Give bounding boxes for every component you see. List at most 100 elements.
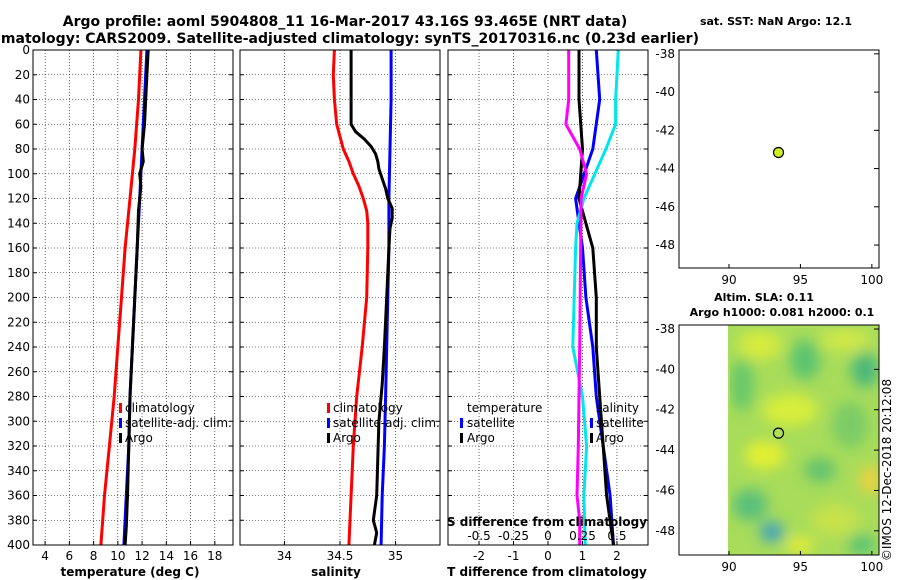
depth-tick-label: 40 <box>15 93 30 107</box>
map-x-tick-label: 100 <box>860 560 883 574</box>
sst-map-title: sat. SST: NaN Argo: 12.1 <box>700 15 852 28</box>
legend-satellite-swatch <box>590 418 593 428</box>
legend-satellite-adj-swatch <box>119 418 122 428</box>
depth-tick-label: 380 <box>7 513 30 527</box>
map-y-tick-label: -40 <box>655 362 675 376</box>
map-y-tick-label: -48 <box>655 238 675 252</box>
sla-map-title-line2: Argo h1000: 0.081 h2000: 0.1 <box>690 306 875 319</box>
figure-title-line2: Climatology: CARS2009. Satellite-adjuste… <box>0 31 699 47</box>
depth-tick-label: 160 <box>7 241 30 255</box>
legend-argo-swatch <box>327 433 330 443</box>
depth-tick-label: 300 <box>7 414 30 428</box>
temperature-xlabel: temperature (deg C) <box>61 565 200 579</box>
depth-tick-label: 240 <box>7 340 30 354</box>
sla-map-panel: Altim. SLA: 0.11 Argo h1000: 0.081 h2000… <box>655 291 883 574</box>
map-y-tick-label: -44 <box>655 443 675 457</box>
legend-argo-swatch <box>119 433 122 443</box>
sla-map-frame <box>678 324 880 556</box>
map-y-tick-label: -38 <box>655 322 675 336</box>
map-x-tick-label: 90 <box>721 560 736 574</box>
depth-tick-label: 100 <box>7 167 30 181</box>
temperature-series <box>99 49 150 546</box>
top-x-tick-label: -0.25 <box>498 529 529 543</box>
figure-title-line1: Argo profile: aoml 5904808_11 16-Mar-201… <box>63 14 627 30</box>
series-line-climatology <box>331 49 370 546</box>
difference-series <box>564 49 620 546</box>
legend-argo-label: Argo <box>125 431 153 445</box>
map-y-tick-label: -40 <box>655 85 675 99</box>
x-tick-label: 34.5 <box>327 549 354 563</box>
x-tick-label: 35 <box>388 549 403 563</box>
x-tick-label: 2 <box>613 549 621 563</box>
legend-argo-label: Argo <box>596 431 624 445</box>
sst-map-marks <box>772 146 785 159</box>
salinity-xlabel: salinity <box>311 565 361 579</box>
series-line-temperature-argo <box>577 50 615 546</box>
difference-profile-panel: -2 -1 0 1 2 -0.5 -0.25 0 0.25 0.5 T difference fr… <box>447 49 649 579</box>
series-line-salinity-argo <box>564 50 589 545</box>
top-x-tick-label: 0 <box>544 529 552 543</box>
argo-float-position-marker <box>772 146 785 159</box>
legend-temperature-heading: temperature <box>467 401 542 415</box>
series-line-argo <box>123 49 150 546</box>
map-y-tick-label: -46 <box>655 200 675 214</box>
x-tick-label: 4 <box>41 549 49 563</box>
x-tick-label: 6 <box>66 549 74 563</box>
legend-argo-swatch <box>460 433 463 443</box>
legend-argo-swatch <box>590 433 593 443</box>
x-tick-label: 1 <box>579 549 587 563</box>
legend-satellite-label: satellite <box>596 416 644 430</box>
x-tick-label: 12 <box>134 549 149 563</box>
depth-tick-label: 80 <box>15 142 30 156</box>
map-y-tick-label: -48 <box>655 524 675 538</box>
series-line-climatology <box>99 49 143 546</box>
top-x-tick-label: -0.5 <box>467 529 490 543</box>
depth-tick-label: 0 <box>22 43 30 57</box>
top-x-tick-label: 0.25 <box>569 529 596 543</box>
series-line-argo <box>349 50 394 546</box>
sla-heatmap <box>728 325 879 555</box>
map-x-tick-label: 100 <box>860 273 883 287</box>
legend-climatology-swatch <box>119 403 122 413</box>
legend-salinity-heading: salinity <box>596 401 639 415</box>
depth-tick-label: 260 <box>7 365 30 379</box>
legend-satellite-adj-label: satellite-adj. clim. <box>333 416 440 430</box>
salinity-legend: climatology satellite-adj. clim. Argo <box>327 401 440 445</box>
salinity-series <box>331 49 394 546</box>
difference-legend-temperature: temperature satellite Argo <box>460 401 542 445</box>
depth-tick-label: 180 <box>7 266 30 280</box>
sst-map-panel: sat. SST: NaN Argo: 12.1 90 95 100 -38 -40 -4… <box>655 15 883 287</box>
sla-map-title-line1: Altim. SLA: 0.11 <box>714 291 814 304</box>
map-y-tick-label: -42 <box>655 403 675 417</box>
legend-satellite-adj-label: satellite-adj. clim. <box>125 416 232 430</box>
depth-tick-label: 20 <box>15 68 30 82</box>
x-tick-label: 8 <box>90 549 98 563</box>
map-y-tick-label: -38 <box>655 47 675 61</box>
legend-climatology-label: climatology <box>333 401 403 415</box>
temperature-legend: climatology satellite-adj. clim. Argo <box>119 401 232 445</box>
legend-argo-label: Argo <box>333 431 361 445</box>
legend-climatology-label: climatology <box>125 401 195 415</box>
sst-map-frame <box>678 49 880 269</box>
series-line-salinity-satellite <box>571 49 620 546</box>
map-x-tick-label: 95 <box>793 560 808 574</box>
legend-satellite-label: satellite <box>467 416 515 430</box>
imos-credit: ©IMOS 12-Dec-2018 20:12:08 <box>880 379 894 561</box>
x-tick-label: 34 <box>277 549 292 563</box>
difference-top-xlabel: S difference from climatology <box>447 515 647 529</box>
depth-tick-label: 60 <box>15 117 30 131</box>
sla-map-marks <box>772 427 785 439</box>
depth-tick-label: 220 <box>7 315 30 329</box>
depth-tick-label: 320 <box>7 439 30 453</box>
x-tick-label: -2 <box>473 549 485 563</box>
x-tick-label: 16 <box>183 549 198 563</box>
x-tick-label: 0 <box>544 549 552 563</box>
depth-tick-label: 340 <box>7 464 30 478</box>
legend-satellite-swatch <box>460 418 463 428</box>
depth-tick-label: 280 <box>7 390 30 404</box>
legend-satellite-adj-swatch <box>327 418 330 428</box>
depth-tick-label: 140 <box>7 216 30 230</box>
x-tick-label: 14 <box>159 549 174 563</box>
map-y-tick-label: -46 <box>655 483 675 497</box>
